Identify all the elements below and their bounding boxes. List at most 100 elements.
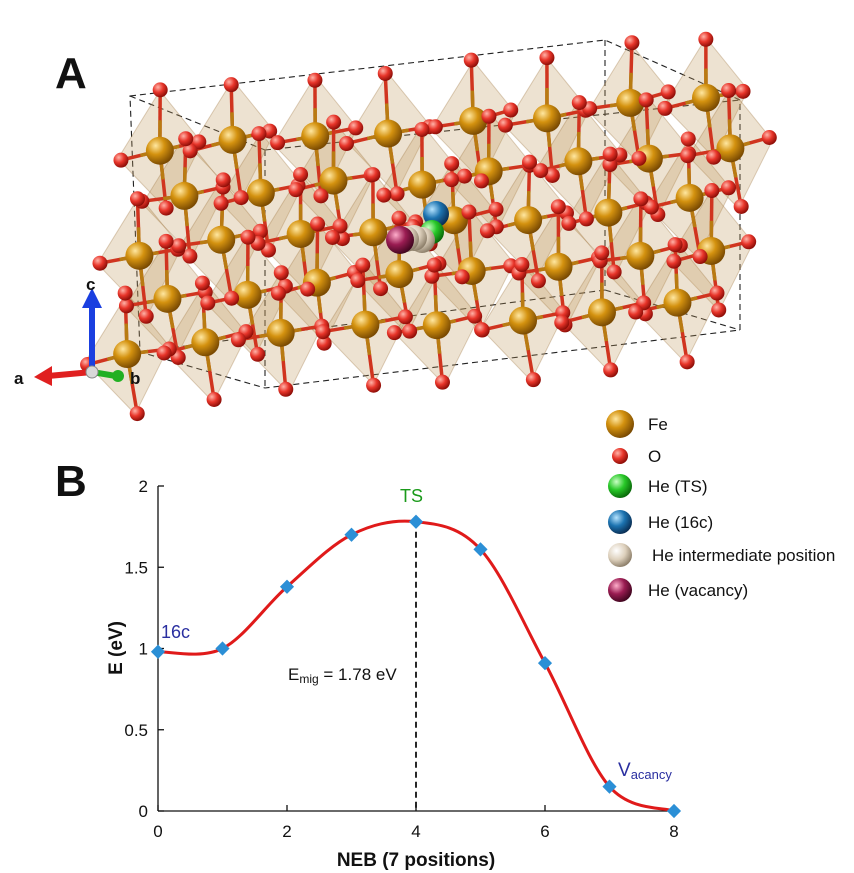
fe-atom — [422, 311, 451, 340]
o-atom — [424, 268, 440, 284]
o-atom — [178, 131, 194, 147]
o-atom — [129, 406, 145, 422]
x-tick-label: 6 — [540, 822, 549, 841]
data-point — [344, 527, 359, 542]
o-atom — [200, 295, 216, 311]
o-atom — [721, 83, 737, 99]
data-point — [473, 542, 488, 557]
fe-atom — [351, 310, 380, 339]
a-axis-arrow-icon — [34, 366, 52, 386]
fe-atom — [301, 122, 330, 151]
o-atom — [92, 255, 108, 271]
fe-atom — [374, 119, 403, 148]
o-atom — [156, 345, 172, 361]
legend: Fe O He (TS) He (16c) He intermediate po… — [606, 410, 835, 602]
x-axis-title: NEB (7 positions) — [337, 850, 495, 871]
o-atom — [456, 168, 472, 184]
o-atom — [366, 377, 382, 393]
axis-origin-icon — [85, 365, 99, 379]
o-atom — [522, 154, 538, 170]
data-point — [408, 514, 424, 529]
o-atom — [206, 391, 222, 407]
panel-b-label: B — [55, 457, 87, 506]
o-atom — [376, 187, 392, 203]
data-point — [150, 644, 166, 659]
o-atom — [310, 216, 326, 232]
o-atom — [578, 211, 594, 227]
o-atom — [497, 117, 513, 133]
c-axis-arrow-icon — [82, 288, 102, 308]
y-tick-label: 0 — [139, 802, 148, 821]
fe-atom — [626, 241, 655, 270]
o-atom — [113, 152, 129, 168]
o-atom — [550, 199, 566, 215]
o-atom — [182, 143, 198, 159]
series-markers — [150, 514, 682, 819]
o-atom — [741, 234, 757, 250]
fe-atom — [594, 198, 623, 227]
o-atom — [313, 188, 329, 204]
legend-label: He (vacancy) — [648, 581, 748, 600]
fe-atom — [286, 219, 315, 248]
x-tick-label: 4 — [411, 822, 420, 841]
o-atom — [514, 257, 530, 273]
o-atom — [278, 381, 294, 397]
o-atom — [273, 265, 289, 281]
legend-item-he-16c: He (16c) — [608, 510, 713, 534]
fe-atom — [113, 340, 142, 369]
o-atom — [414, 121, 430, 137]
fe-atom — [544, 252, 573, 281]
o-atom — [293, 166, 309, 182]
fe-atom — [716, 134, 745, 163]
o-atom — [326, 114, 342, 130]
o-atom — [315, 324, 331, 340]
o-atom — [533, 163, 549, 179]
fe-atom — [514, 206, 543, 235]
o-atom — [709, 285, 725, 301]
o-atom — [118, 298, 134, 314]
o-atom — [733, 198, 749, 214]
fe-atom — [616, 88, 645, 117]
o-atom — [427, 119, 443, 135]
o-atom — [606, 264, 622, 280]
o-atom — [230, 332, 246, 348]
energy-chart: 0 0.5 1 1.5 2 0 2 4 6 8 NEB (7 positions) E (eV)… — [106, 477, 682, 871]
fe-atom — [675, 183, 704, 212]
migration-energy-label: Emig = 1.78 eV — [288, 665, 397, 686]
fe-atom — [587, 298, 616, 327]
o-sphere-icon — [612, 448, 628, 464]
y-tick-label: 1.5 — [124, 558, 148, 577]
fe-atom — [385, 260, 414, 289]
o-atom — [530, 273, 546, 289]
o-atom — [158, 233, 174, 249]
o-atom — [377, 65, 393, 81]
o-atom — [631, 150, 647, 166]
data-point — [215, 641, 230, 656]
o-atom — [426, 257, 442, 273]
o-atom — [391, 210, 407, 226]
fe-atom — [145, 136, 174, 165]
o-atom — [474, 322, 490, 338]
o-atom — [223, 77, 239, 93]
ts-label: TS — [400, 486, 423, 506]
o-atom — [643, 199, 659, 215]
o-atom — [571, 95, 587, 111]
data-point — [537, 656, 553, 671]
he-migration-cluster — [386, 201, 449, 254]
legend-item-he-ts: He (TS) — [608, 474, 708, 498]
o-atom — [182, 248, 198, 264]
o-atom — [667, 237, 683, 253]
o-atom — [224, 290, 240, 306]
o-atom — [300, 281, 316, 297]
o-atom — [251, 126, 267, 142]
o-atom — [117, 285, 133, 301]
fe-atom — [663, 288, 692, 317]
crystal-structure-image — [80, 31, 777, 422]
o-atom — [680, 148, 696, 164]
fe-atom — [564, 147, 593, 176]
o-atom — [463, 52, 479, 68]
data-point — [602, 779, 617, 794]
o-atom — [444, 172, 460, 188]
o-atom — [660, 84, 676, 100]
